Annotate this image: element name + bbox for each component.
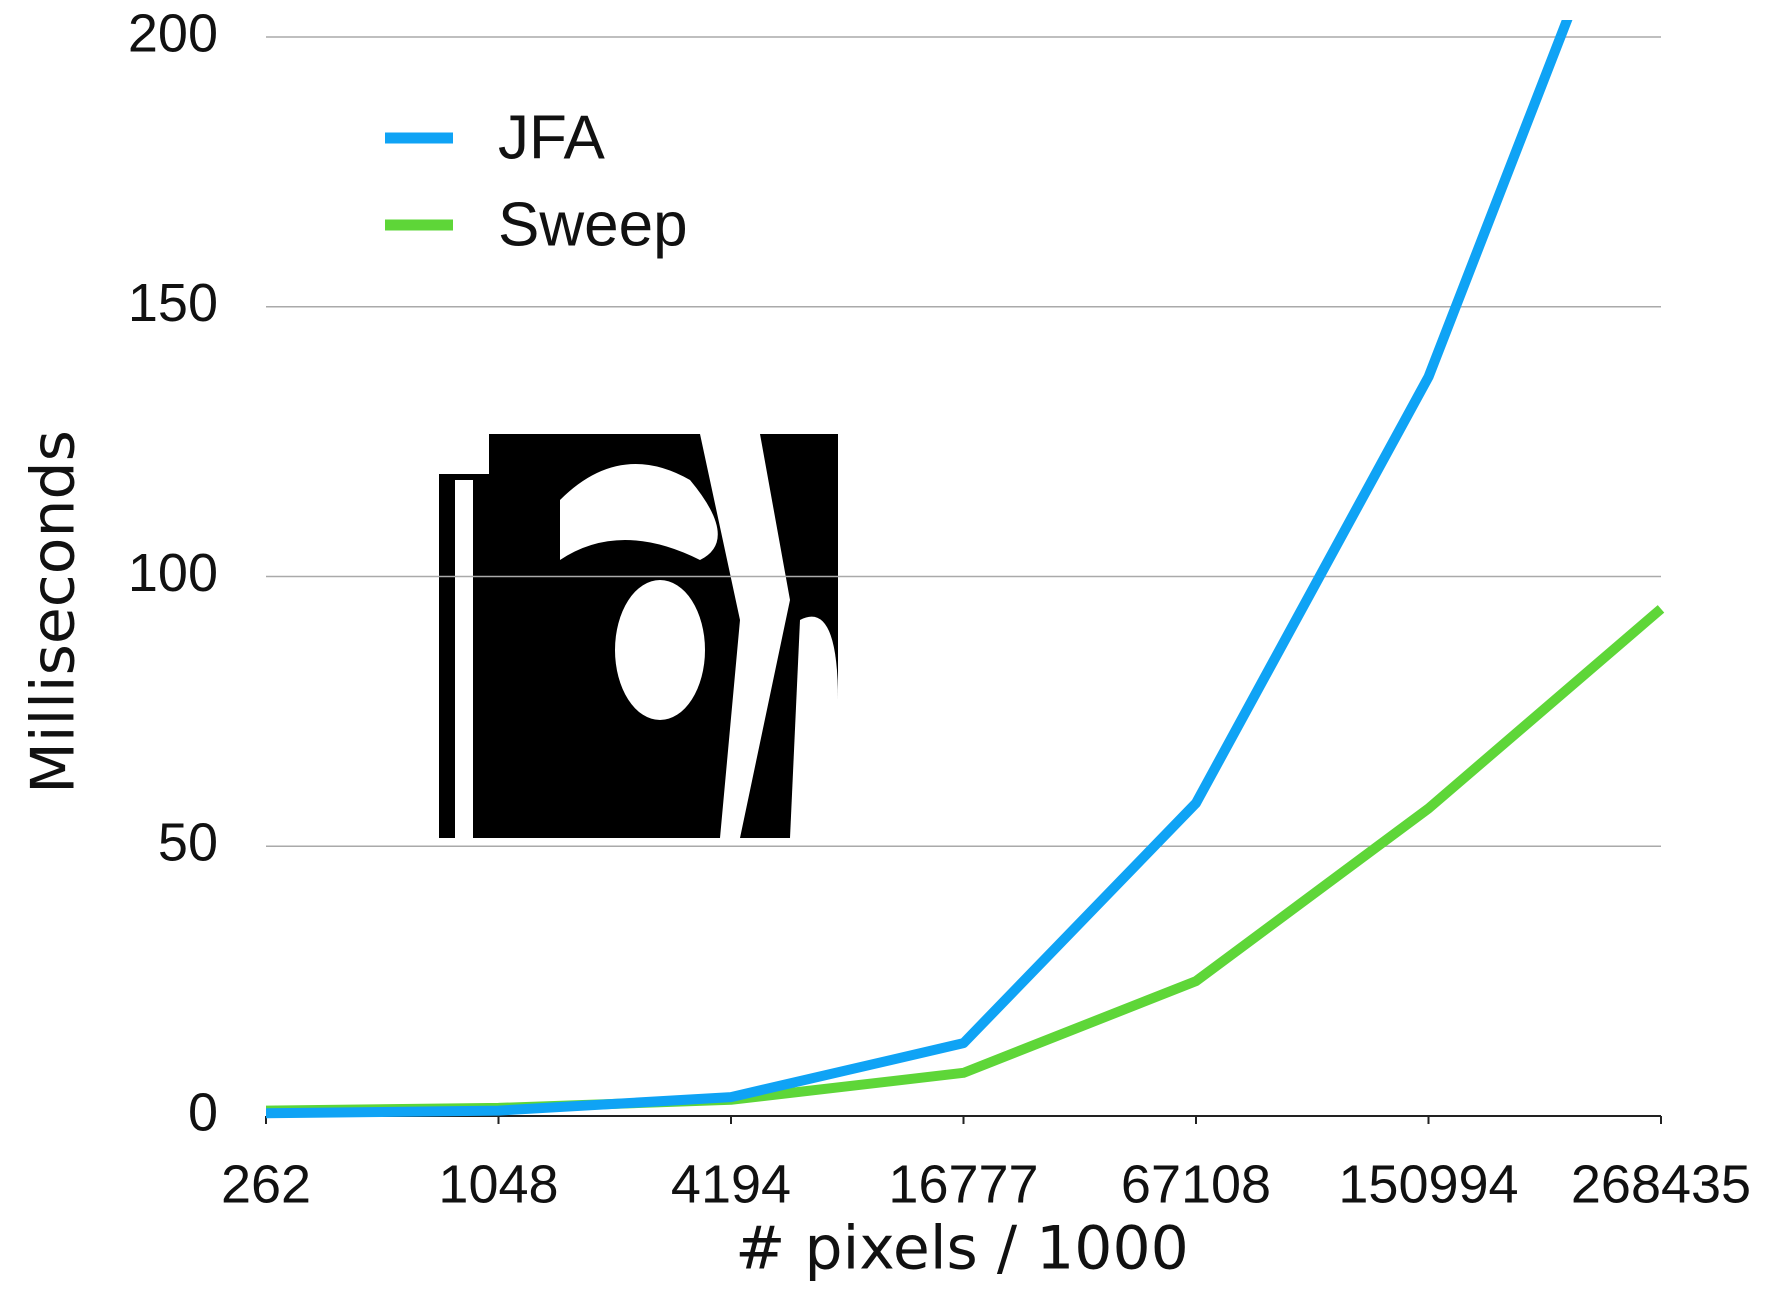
x-tick-label: 1048 [438, 1154, 558, 1214]
chart: Milliseconds # pixels / 1000 0 50 100 150 20… [0, 0, 1766, 1293]
x-tick-label: 67108 [1121, 1154, 1271, 1214]
photo-inset [439, 434, 838, 838]
y-tick-label: 200 [128, 3, 218, 63]
legend-label: JFA [498, 103, 605, 172]
x-tick-label: 262 [221, 1154, 311, 1214]
x-tick-label: 268435 [1571, 1154, 1751, 1214]
x-axis-title: # pixels / 1000 [735, 1214, 1189, 1284]
x-tick-label: 16777 [888, 1154, 1038, 1214]
x-tick-label: 4194 [671, 1154, 791, 1214]
y-tick-label: 100 [128, 543, 218, 603]
x-tick-label: 150994 [1338, 1154, 1518, 1214]
y-axis-title: Milliseconds [19, 430, 89, 794]
y-tick-label: 0 [188, 1082, 218, 1142]
y-tick-label: 150 [128, 273, 218, 333]
y-tick-label: 50 [158, 813, 218, 873]
legend-label: Sweep [498, 190, 688, 259]
